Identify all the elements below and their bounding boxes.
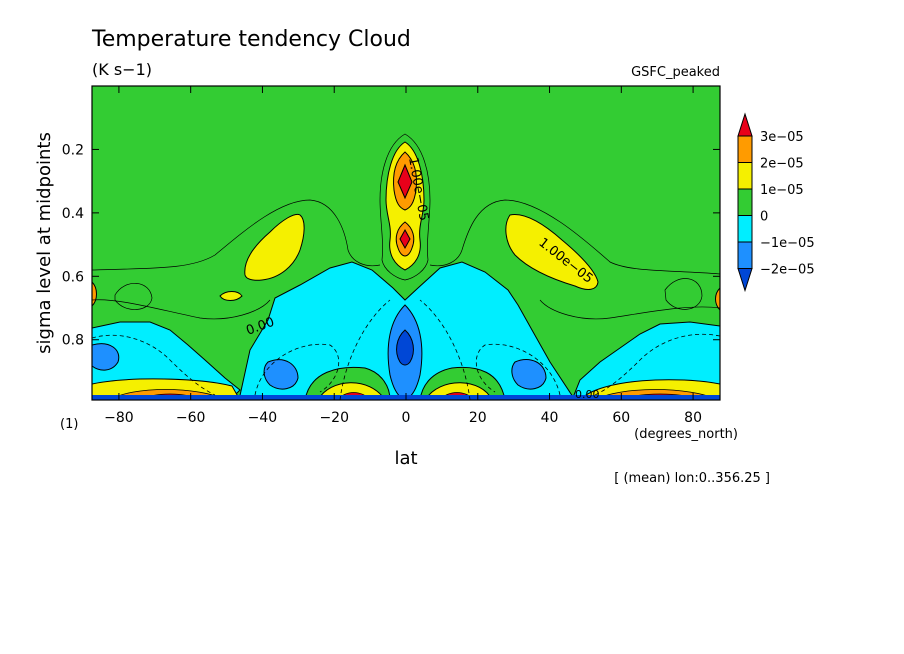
y-tick-label: 0.8	[62, 333, 84, 349]
legend-label: 3e−05	[760, 130, 804, 145]
x-tick-label: −80	[104, 410, 134, 426]
field-negative-south-polar-core	[92, 343, 120, 371]
field-midlat-north	[505, 214, 599, 290]
contour-fields	[92, 86, 720, 400]
contour-dashed-south	[254, 343, 339, 396]
field-negative-north-sub	[511, 358, 547, 390]
legend-label: 2e−05	[760, 157, 804, 172]
contour-line-column	[379, 133, 431, 281]
x-tick-label: −20	[319, 410, 349, 426]
contour-dashed-north	[476, 343, 561, 396]
chart-units: (K s−1)	[92, 60, 152, 79]
x-axis-ticks: −80 −60 −40 −20 0 20 40 60 80	[104, 86, 702, 426]
contour-dashed-south-polar	[92, 334, 216, 396]
plot-area: 1.00e−05 1.00e−05 0.00 0.00	[91, 85, 721, 401]
contour-line-mid-north	[539, 299, 720, 320]
x-tick-label: 20	[469, 410, 487, 426]
field-strongest-negative-equator	[396, 329, 414, 366]
x-tick-label: 80	[684, 410, 702, 426]
contour-line-ring-south	[114, 283, 153, 310]
field-midlat-south	[244, 213, 305, 281]
contour-line-mid-south	[92, 299, 271, 320]
y-tick-label: 0.4	[62, 206, 84, 222]
field-equator-lower-red	[399, 228, 411, 250]
x-tick-label: −40	[248, 410, 278, 426]
x-tick-label: 60	[612, 410, 630, 426]
field-equator-upper-red	[397, 163, 413, 200]
contour-dashed-north-polar	[594, 333, 720, 396]
contour-line-upper-south	[92, 199, 381, 271]
legend-label: −1e−05	[760, 236, 815, 251]
field-small-south-patch	[219, 291, 243, 301]
experiment-label: GSFC_peaked	[631, 65, 720, 80]
contour-label-surface: 0.00	[575, 388, 600, 401]
contour-line-upper-north	[429, 199, 720, 275]
y-tick-label: 0.2	[62, 142, 84, 158]
x-axis-units: (degrees_north)	[634, 427, 738, 442]
contour-line-ring-north	[664, 278, 703, 310]
chart-title: Temperature tendency Cloud	[91, 27, 411, 52]
y-axis-label: sigma level at midpoints	[34, 132, 55, 354]
legend-band	[737, 188, 753, 216]
x-tick-label: 40	[541, 410, 559, 426]
legend-band	[737, 135, 753, 163]
x-tick-label: −60	[176, 410, 206, 426]
mean-note: [ (mean) lon:0..356.25 ]	[614, 471, 770, 486]
legend-label: 0	[760, 210, 768, 225]
legend-label: −2e−05	[760, 263, 815, 278]
color-legend: 3e−05 2e−05 1e−05 0 −1e−05 −2e−05	[737, 112, 815, 293]
y-tick-label: 0.6	[62, 269, 84, 285]
x-axis-label: lat	[394, 448, 417, 469]
legend-band	[737, 241, 753, 269]
x-tick-label: 0	[402, 410, 411, 426]
legend-band	[737, 162, 753, 190]
y-axis-units: (1)	[60, 417, 78, 432]
legend-band-bottom	[737, 268, 753, 293]
legend-band	[737, 215, 753, 243]
y-axis-ticks: 0.2 0.4 0.6 0.8	[62, 142, 720, 349]
legend-label: 1e−05	[760, 183, 804, 198]
